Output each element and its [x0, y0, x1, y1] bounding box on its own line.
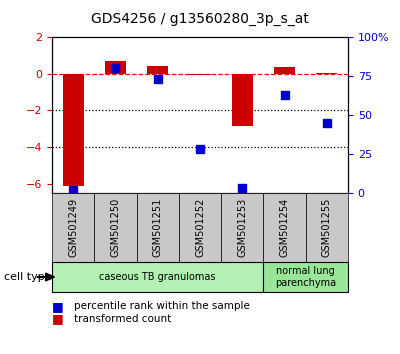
Point [324, 120, 330, 126]
Text: GSM501253: GSM501253 [237, 198, 247, 257]
Text: GSM501255: GSM501255 [322, 198, 332, 257]
Text: GSM501254: GSM501254 [280, 198, 290, 257]
Point [197, 147, 203, 152]
Point [112, 65, 119, 71]
Text: caseous TB granulomas: caseous TB granulomas [100, 272, 216, 282]
Text: ■: ■ [52, 312, 64, 325]
Text: GSM501251: GSM501251 [153, 198, 163, 257]
Point [239, 185, 246, 191]
Bar [274, 67, 295, 74]
Text: GSM501249: GSM501249 [68, 198, 78, 257]
Text: cell type: cell type [4, 272, 52, 282]
Bar [62, 74, 84, 185]
Bar [316, 73, 338, 74]
Bar [105, 61, 126, 74]
Text: percentile rank within the sample: percentile rank within the sample [74, 301, 250, 311]
Point [154, 76, 161, 82]
Bar [232, 74, 253, 126]
Text: GDS4256 / g13560280_3p_s_at: GDS4256 / g13560280_3p_s_at [91, 12, 309, 27]
Point [281, 92, 288, 98]
Text: GSM501252: GSM501252 [195, 198, 205, 257]
Bar [147, 66, 168, 74]
Text: GSM501250: GSM501250 [110, 198, 120, 257]
Bar [190, 74, 210, 75]
Text: transformed count: transformed count [74, 314, 171, 324]
Text: ■: ■ [52, 300, 64, 313]
Text: normal lung
parenchyma: normal lung parenchyma [275, 266, 336, 288]
Point [70, 187, 76, 193]
